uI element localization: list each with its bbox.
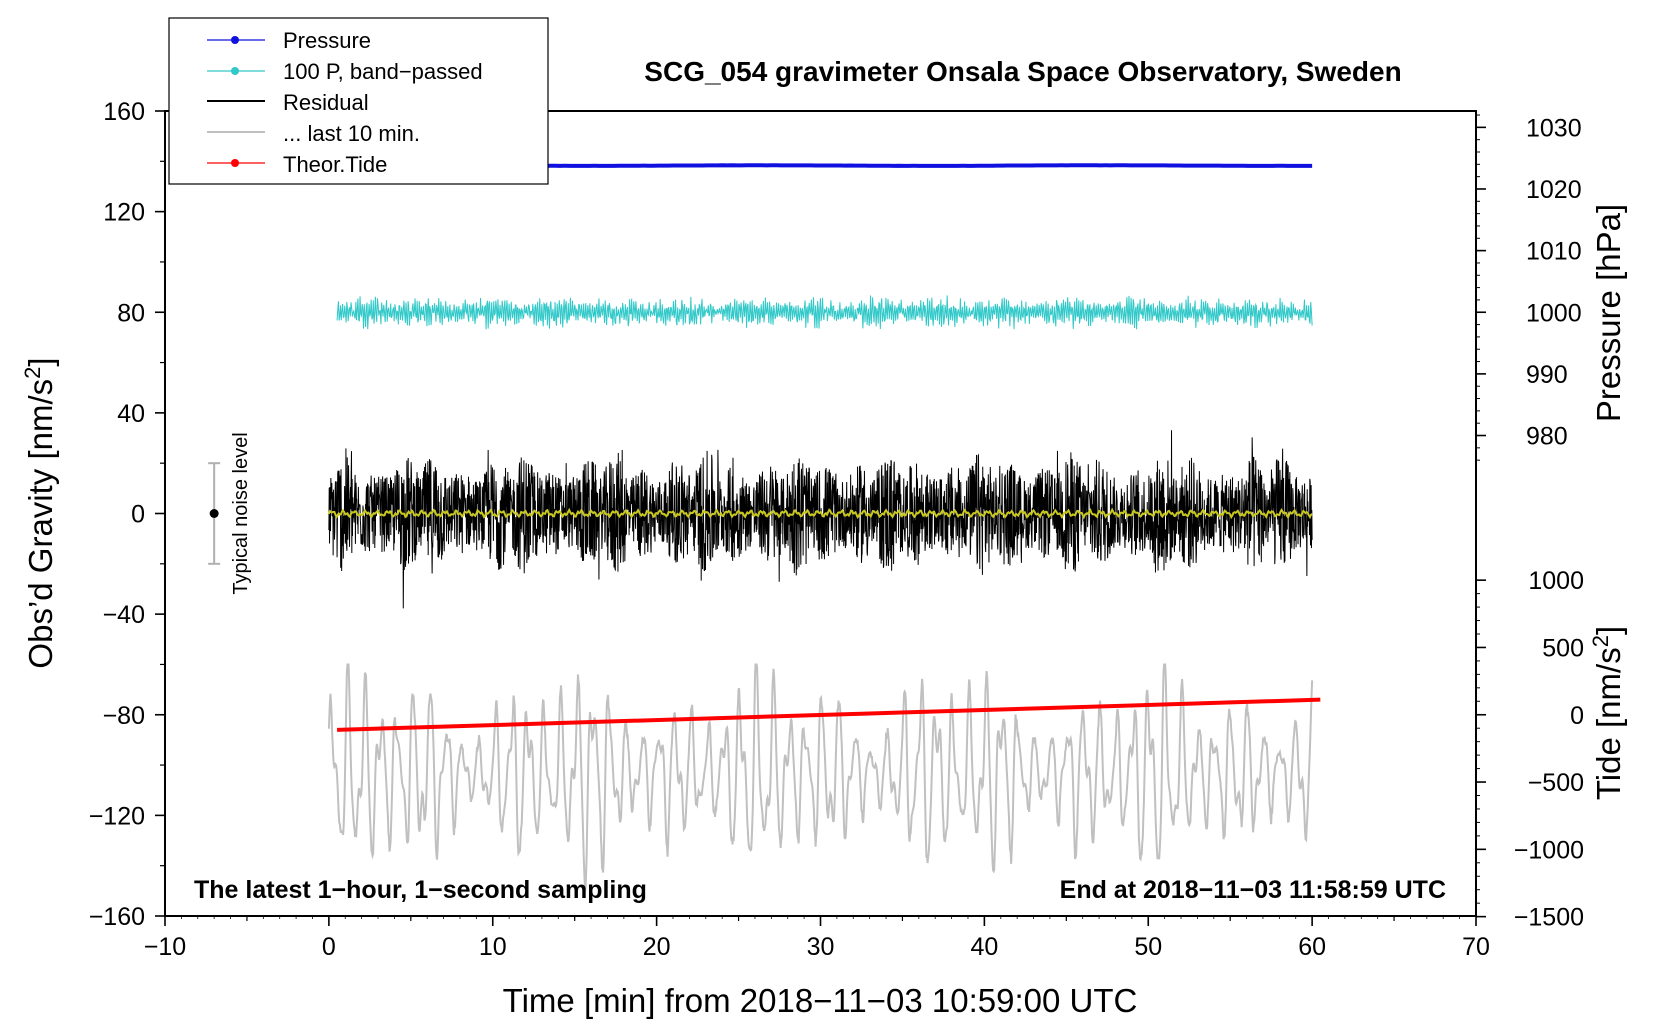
y-axis-title-sup: 2 [20,367,45,379]
legend-label-bandpassed: 100 P, band−passed [283,59,483,84]
legend-entry-tide: Theor.Tide [207,152,387,177]
noise-level-indicator: Typical noise level [208,432,252,595]
y-axis-gravity: 160 120 80 40 0 −40 −80 −120 −160 [89,98,165,931]
y-tick-label: −80 [103,702,145,730]
y-axis-pressure: 1030 1020 1010 1000 990 980 [1476,114,1582,461]
y-axis-tide: 1000 500 0 −500 −1000 −1500 [1476,567,1584,932]
y-tick-label: −40 [103,601,145,629]
y-axis-title: Obs’d Gravity [nm/s2] [20,357,60,668]
y-tick-label: 40 [117,400,145,428]
x-tick-label: 70 [1462,933,1490,961]
tide-axis-title-sup: 2 [1588,635,1613,647]
legend: Pressure 100 P, band−passed Residual ...… [168,17,549,185]
note-end-time: End at 2018−11−03 11:58:59 UTC [1060,876,1446,904]
tide-tick-label: 1000 [1528,567,1584,595]
x-tick-label: 20 [643,933,671,961]
y-axis-title-end: ] [22,357,59,366]
noise-bar-center-dot [209,509,219,518]
tide-tick-label: 0 [1570,702,1584,730]
pressure-axis-title: Pressure [hPa] [1590,204,1627,422]
tide-tick-label: 500 [1542,634,1584,662]
tide-axis-title-end: ] [1590,626,1627,635]
tide-tick-label: −500 [1528,769,1584,797]
series-theor-tide [337,697,1321,732]
x-tick-label: 0 [322,933,336,961]
legend-label-residual: Residual [283,90,369,115]
legend-entry-last10: ... last 10 min. [207,121,420,146]
pressure-tick-label: 990 [1526,361,1568,389]
legend-entry-pressure: Pressure [207,28,371,53]
pressure-tick-label: 1000 [1526,299,1582,327]
series-last-10-min [327,663,1314,891]
tide-tick-label: −1500 [1514,904,1584,932]
chart-title: SCG_054 gravimeter Onsala Space Observat… [644,56,1401,87]
note-sampling: The latest 1−hour, 1−second sampling [194,876,647,904]
series-pressure-bandpassed [336,295,1313,330]
x-tick-label: 30 [807,933,835,961]
x-axis: −10 0 10 20 30 40 50 60 70 [144,916,1490,961]
legend-label-last10: ... last 10 min. [283,121,420,146]
pressure-tick-label: 1010 [1526,238,1582,266]
y-tick-label: 0 [131,501,145,529]
legend-label-pressure: Pressure [283,28,371,53]
legend-entry-residual: Residual [207,90,369,115]
y-tick-label: 120 [103,199,145,227]
tide-axis-title: Tide [nm/s2] [1588,626,1628,800]
x-tick-label: 40 [970,933,998,961]
y-tick-label: −160 [89,903,145,931]
y-tick-label: −120 [89,802,145,830]
series-layer [327,163,1321,891]
tide-axis-title-main: Tide [nm/s [1590,647,1627,800]
tide-tick-label: −1000 [1514,836,1584,864]
legend-marker-bandpassed [231,67,239,75]
x-tick-label: 60 [1298,933,1326,961]
pressure-tick-label: 1020 [1526,176,1582,204]
legend-label-tide: Theor.Tide [283,152,387,177]
noise-level-label: Typical noise level [230,432,252,594]
y-tick-label: 160 [103,98,145,126]
series-residual-smoothed [327,507,1313,520]
y-axis-title-main: Obs’d Gravity [nm/s [22,379,59,669]
x-tick-label: 50 [1134,933,1162,961]
legend-marker-pressure [231,36,239,44]
y-tick-label: 80 [117,299,145,327]
x-tick-label: 10 [479,933,507,961]
x-axis-title: Time [min] from 2018−11−03 10:59:00 UTC [503,982,1138,1019]
x-tick-label: −10 [144,933,186,961]
legend-marker-tide [231,159,239,167]
pressure-tick-label: 1030 [1526,114,1582,142]
legend-entry-bandpassed: 100 P, band−passed [207,59,483,84]
pressure-tick-label: 980 [1526,423,1568,451]
